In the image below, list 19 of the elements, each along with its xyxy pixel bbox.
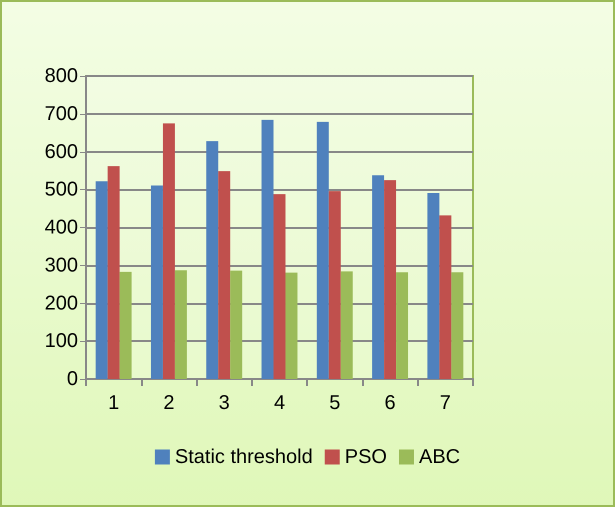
y-tick-label: 400: [44, 216, 78, 238]
x-tick-label: 6: [384, 392, 396, 414]
legend-label: Static threshold: [174, 446, 313, 468]
x-tick-label: 4: [274, 392, 286, 414]
y-tick-label: 100: [44, 330, 78, 352]
y-tick-label: 800: [44, 65, 78, 87]
y-tick-label: 700: [44, 102, 78, 125]
x-tick-label: 3: [218, 392, 230, 414]
legend-label: ABC: [418, 446, 460, 468]
y-tick-label: 500: [44, 178, 78, 201]
x-tick-label: 7: [440, 392, 451, 414]
y-tick-label: 200: [44, 292, 78, 314]
y-tick-label: 600: [44, 140, 78, 163]
x-tick-label: 2: [163, 392, 174, 414]
legend-label: PSO: [344, 446, 387, 468]
y-tick-label: 0: [66, 368, 78, 390]
x-tick-label: 1: [108, 392, 120, 414]
y-tick-label: 300: [44, 254, 78, 276]
x-tick-label: 5: [329, 392, 340, 414]
